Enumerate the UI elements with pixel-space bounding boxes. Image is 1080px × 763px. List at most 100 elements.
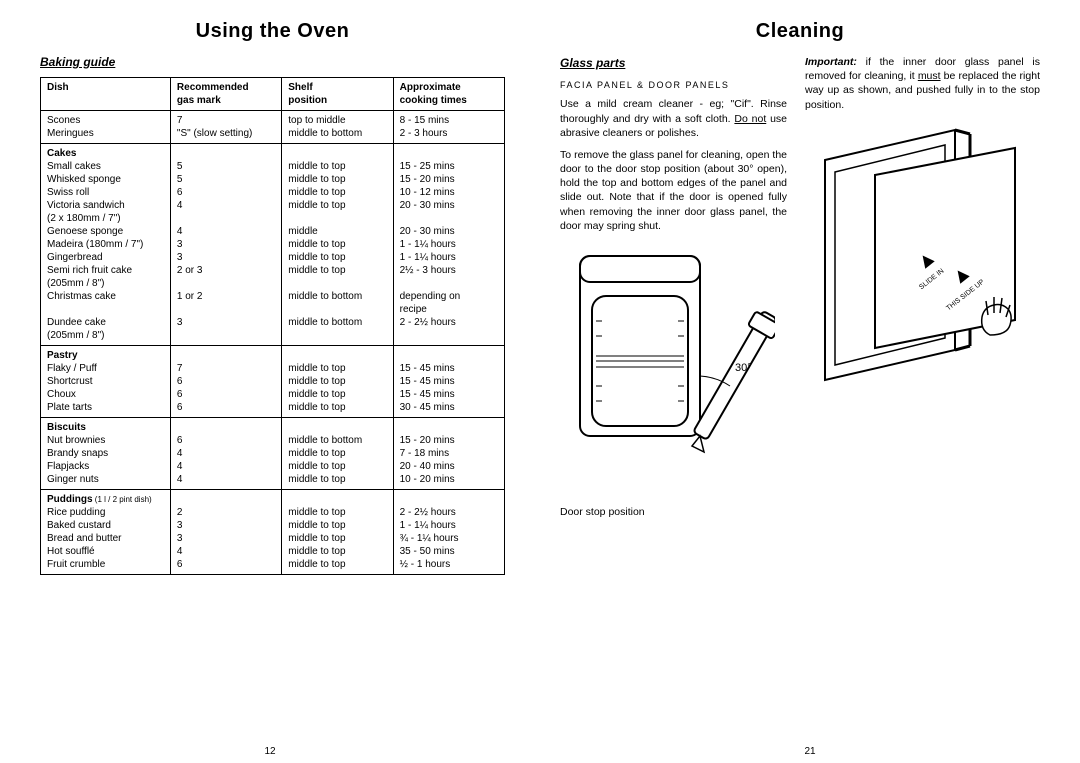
table-cell: Madeira (180mm / 7") [41, 238, 171, 251]
table-cell: 4 [170, 545, 281, 558]
table-cell: 6 [170, 401, 281, 418]
table-cell: 1 - 1¼ hours [393, 251, 504, 264]
table-cell: 4 [170, 199, 281, 212]
table-cell: 2 - 2½ hours [393, 316, 504, 329]
table-cell: Flapjacks [41, 460, 171, 473]
table-cell: Rice pudding [41, 506, 171, 519]
table-cell: Dundee cake [41, 316, 171, 329]
table-cell: middle to top [282, 173, 393, 186]
table-cell: 15 - 20 mins [393, 173, 504, 186]
table-cell [393, 329, 504, 346]
table-cell: middle to top [282, 506, 393, 519]
th-dish2 [41, 95, 171, 111]
table-cell: middle to top [282, 447, 393, 460]
table-cell: 7 [170, 111, 281, 128]
glass-panel-icon: SLIDE IN THIS SIDE UP [805, 120, 1040, 390]
table-cell: 6 [170, 375, 281, 388]
table-cell: 3 [170, 238, 281, 251]
section-baking-guide: Baking guide [40, 55, 505, 69]
table-cell: 6 [170, 186, 281, 199]
table-cell: 20 - 30 mins [393, 225, 504, 238]
table-cell: 7 - 18 mins [393, 447, 504, 460]
th-dish: Dish [41, 78, 171, 96]
category-label: Biscuits [41, 418, 171, 435]
table-cell: middle to top [282, 375, 393, 388]
col-right: Important: if the inner door glass panel… [805, 55, 1040, 519]
th-shelf2: position [282, 95, 393, 111]
table-cell: middle to top [282, 473, 393, 490]
table-cell: middle [282, 225, 393, 238]
table-cell: middle to bottom [282, 434, 393, 447]
table-cell: middle to top [282, 558, 393, 575]
table-cell [282, 212, 393, 225]
table-cell: 10 - 12 mins [393, 186, 504, 199]
table-cell: (2 x 180mm / 7") [41, 212, 171, 225]
table-cell [170, 212, 281, 225]
table-cell: Whisked sponge [41, 173, 171, 186]
table-cell: Flaky / Puff [41, 362, 171, 375]
table-cell: middle to top [282, 251, 393, 264]
table-cell: 2 or 3 [170, 264, 281, 277]
para-2: To remove the glass panel for cleaning, … [560, 148, 787, 233]
fig-caption-door: Door stop position [560, 505, 787, 519]
table-cell: 15 - 45 mins [393, 388, 504, 401]
table-cell: 5 [170, 173, 281, 186]
table-cell [170, 303, 281, 316]
table-cell: Gingerbread [41, 251, 171, 264]
table-cell: Scones [41, 111, 171, 128]
p1u: Do not [734, 113, 766, 125]
figure-door-stop: 30° [560, 241, 787, 501]
table-cell: Baked custard [41, 519, 171, 532]
table-cell: 1 or 2 [170, 290, 281, 303]
table-cell: middle to top [282, 238, 393, 251]
left-page: Using the Oven Baking guide Dish Recomme… [0, 0, 540, 763]
angle-label: 30° [735, 362, 752, 374]
page-title-right: Cleaning [560, 20, 1040, 43]
table-cell: 35 - 50 mins [393, 545, 504, 558]
table-cell: ¾ - 1¼ hours [393, 532, 504, 545]
table-cell: 4 [170, 225, 281, 238]
table-cell: middle to top [282, 160, 393, 173]
table-cell: 15 - 45 mins [393, 362, 504, 375]
table-cell: (205mm / 8") [41, 277, 171, 290]
table-cell: Fruit crumble [41, 558, 171, 575]
para-3: Important: if the inner door glass panel… [805, 55, 1040, 112]
p3u: must [918, 70, 941, 82]
table-cell: 15 - 25 mins [393, 160, 504, 173]
baking-table: Dish Recommended Shelf Approximate gas m… [40, 77, 505, 575]
table-cell: Genoese sponge [41, 225, 171, 238]
table-cell: middle to top [282, 460, 393, 473]
table-cell: 2 - 2½ hours [393, 506, 504, 519]
table-cell: 2½ - 3 hours [393, 264, 504, 277]
table-cell: Bread and butter [41, 532, 171, 545]
table-cell: middle to top [282, 186, 393, 199]
table-cell: Plate tarts [41, 401, 171, 418]
table-cell: 3 [170, 519, 281, 532]
table-cell: 15 - 45 mins [393, 375, 504, 388]
table-cell: middle to top [282, 545, 393, 558]
table-cell: Shortcrust [41, 375, 171, 388]
table-cell: Brandy snaps [41, 447, 171, 460]
table-cell: "S" (slow setting) [170, 127, 281, 144]
table-cell: 1 - 1¼ hours [393, 519, 504, 532]
th-gas: Recommended [170, 78, 281, 96]
table-cell: middle to bottom [282, 127, 393, 144]
oven-door-icon: 30° [560, 241, 775, 501]
right-page: Cleaning Glass parts FACIA PANEL & DOOR … [540, 0, 1080, 763]
table-cell: 3 [170, 532, 281, 545]
table-cell: Christmas cake [41, 290, 171, 303]
table-cell: 6 [170, 558, 281, 575]
content-columns: Glass parts FACIA PANEL & DOOR PANELS Us… [560, 55, 1040, 519]
table-cell: 10 - 20 mins [393, 473, 504, 490]
col-left: Glass parts FACIA PANEL & DOOR PANELS Us… [560, 55, 787, 519]
table-cell: 2 - 3 hours [393, 127, 504, 144]
category-label: Puddings (1 l / 2 pint dish) [41, 490, 171, 507]
table-cell: middle to top [282, 199, 393, 212]
table-cell: 1 - 1¼ hours [393, 238, 504, 251]
table-cell [282, 303, 393, 316]
table-cell: middle to bottom [282, 290, 393, 303]
table-cell: middle to top [282, 532, 393, 545]
table-cell [41, 303, 171, 316]
table-cell [170, 277, 281, 290]
th-time: Approximate [393, 78, 504, 96]
